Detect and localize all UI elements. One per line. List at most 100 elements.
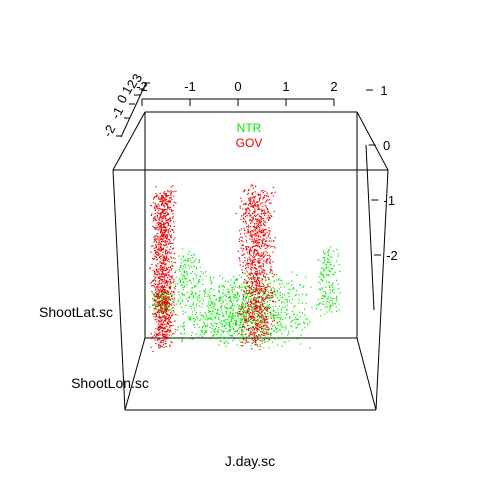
data-point <box>257 244 259 246</box>
data-point <box>254 317 256 319</box>
data-point <box>161 195 163 197</box>
data-point <box>287 330 290 333</box>
data-point <box>214 316 217 318</box>
data-point <box>190 254 193 256</box>
data-point <box>245 328 248 330</box>
data-point <box>156 318 158 320</box>
data-point <box>297 318 299 320</box>
data-point <box>296 274 298 276</box>
data-point <box>254 208 256 210</box>
data-point <box>297 324 299 326</box>
data-point <box>193 323 195 325</box>
data-point <box>163 235 165 237</box>
data-point <box>233 315 235 317</box>
data-point <box>269 261 271 263</box>
data-point <box>161 270 163 272</box>
data-point <box>288 340 290 342</box>
data-point <box>254 185 256 187</box>
data-point <box>184 266 186 268</box>
data-point <box>172 248 174 250</box>
data-point <box>245 211 247 213</box>
data-point <box>289 316 291 318</box>
data-point <box>155 308 157 310</box>
data-point <box>204 319 206 321</box>
data-point <box>258 319 260 322</box>
data-point <box>157 297 159 299</box>
data-point <box>216 323 218 325</box>
data-point <box>158 277 160 279</box>
data-point <box>247 320 249 322</box>
data-point <box>245 318 247 321</box>
data-point <box>265 233 267 235</box>
data-point <box>169 249 171 251</box>
data-point <box>263 291 265 293</box>
data-point <box>256 287 258 289</box>
data-point <box>331 300 333 302</box>
data-point <box>158 295 160 297</box>
data-point <box>196 316 198 318</box>
data-point <box>336 298 338 300</box>
data-point <box>158 286 160 288</box>
data-point <box>161 323 163 326</box>
data-point <box>248 312 250 315</box>
data-point <box>168 251 170 253</box>
data-point <box>247 320 249 322</box>
data-point <box>248 338 250 340</box>
data-point <box>330 268 332 270</box>
data-point <box>238 332 240 334</box>
data-point <box>167 251 169 253</box>
data-point <box>159 326 161 328</box>
data-point <box>182 260 184 262</box>
data-point <box>182 313 184 315</box>
data-point <box>158 332 160 334</box>
data-point <box>169 207 171 209</box>
data-point <box>219 285 221 287</box>
data-point <box>175 270 177 272</box>
data-point <box>155 193 157 195</box>
data-point <box>157 229 159 231</box>
data-point <box>290 325 292 327</box>
data-point <box>264 302 266 304</box>
data-point <box>165 320 167 322</box>
data-point <box>224 338 226 340</box>
data-point <box>158 316 160 318</box>
data-point <box>251 302 253 305</box>
data-point <box>162 330 164 332</box>
data-point <box>210 287 212 289</box>
data-point <box>229 321 231 323</box>
data-point <box>338 288 340 290</box>
data-point <box>254 276 256 279</box>
data-point <box>250 250 252 252</box>
data-point <box>232 275 235 278</box>
data-point <box>165 294 167 296</box>
data-point <box>272 310 274 313</box>
data-point <box>254 300 256 302</box>
data-point <box>214 328 216 330</box>
data-point <box>161 239 163 241</box>
data-point <box>256 312 258 314</box>
data-point <box>246 282 248 284</box>
data-point <box>271 270 273 272</box>
data-point <box>249 214 251 216</box>
data-point <box>254 202 256 205</box>
data-point <box>165 263 167 265</box>
data-point <box>327 258 329 260</box>
data-point <box>167 190 169 192</box>
data-point <box>255 232 258 234</box>
data-point <box>168 305 170 307</box>
data-point <box>256 310 258 312</box>
data-point <box>166 238 168 240</box>
data-point <box>190 316 192 318</box>
data-point <box>222 314 224 316</box>
data-point <box>190 272 192 274</box>
data-point <box>253 328 255 330</box>
data-point <box>268 279 270 281</box>
data-point <box>258 328 260 330</box>
data-point <box>158 302 160 304</box>
data-point <box>155 264 157 266</box>
data-point <box>267 290 269 292</box>
data-point <box>163 255 165 257</box>
data-point <box>256 260 258 262</box>
data-point <box>248 314 250 316</box>
data-point <box>154 250 156 252</box>
